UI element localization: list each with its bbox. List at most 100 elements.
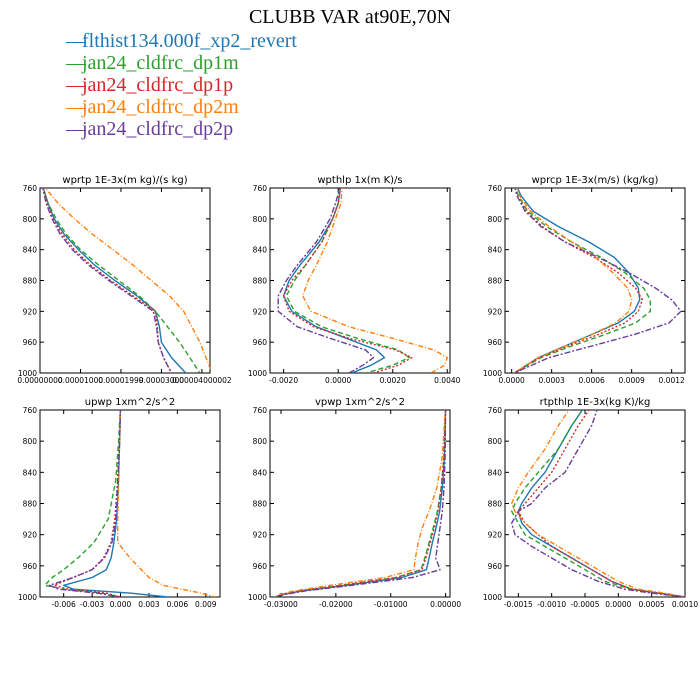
series-line-3 (517, 410, 685, 597)
x-tick-label: -0.0005 (571, 600, 600, 609)
chart-panel-6: rtpthlp 1E-3x(kg K)/kg 760 800 840 880 920 960… (483, 397, 698, 609)
series-line-3 (513, 188, 643, 373)
chart-title: rtpthlp 1E-3x(kg K)/kg (540, 397, 651, 408)
x-tick-label: 0.0005 (639, 600, 665, 609)
x-tick-label: 0.0000 (499, 376, 525, 385)
y-tick-label: 1000 (18, 369, 37, 378)
y-tick-label: 840 (23, 468, 38, 477)
y-tick-label: 760 (253, 406, 268, 415)
y-tick-label: 960 (488, 338, 503, 347)
chart-title: upwp 1xm^2/s^2 (85, 397, 175, 408)
y-tick-label: 840 (23, 246, 38, 255)
series-line-2 (513, 188, 651, 373)
x-tick-label: -0.0015 (504, 600, 533, 609)
x-tick-label: 0.006 (167, 600, 189, 609)
series-line-4 (44, 188, 210, 370)
series-line-4 (116, 410, 216, 597)
x-tick-label: 0.00000000 (17, 376, 63, 385)
y-tick-label: 1000 (248, 593, 267, 602)
x-tick-label: 0.0020 (380, 376, 406, 385)
y-tick-label: 800 (253, 437, 268, 446)
series-line-1 (517, 410, 685, 597)
y-tick-label: 800 (23, 215, 38, 224)
legend-item-1: —flthist134.000f_xp2_revert (66, 30, 297, 52)
series-line-1 (275, 410, 447, 597)
series-line-3 (275, 410, 447, 597)
x-tick-label: -0.01000 (374, 600, 408, 609)
chart-panel-3: wprcp 1E-3x(m/s) (kg/kg) 760 800 840 880 920 9… (483, 175, 686, 385)
y-tick-label: 920 (488, 531, 503, 540)
legend-label-5: jan24_cldfrc_dp2p (82, 118, 234, 140)
series-line-3 (42, 188, 173, 373)
series-group (275, 410, 447, 597)
series-line-4 (513, 188, 633, 373)
y-tick-label: 1000 (248, 369, 267, 378)
chart-panel-1: wprtp 1E-3x(m kg)/(s kg) 760 800 840 880 920 9… (17, 175, 232, 385)
series-group (511, 410, 685, 597)
legend-dash-4: — (66, 96, 86, 118)
y-tick-label: 920 (488, 307, 503, 316)
chart-title: wprtp 1E-3x(m kg)/(s kg) (62, 175, 187, 186)
plot-frame (39, 409, 221, 598)
x-tick-label: -0.003 (80, 600, 104, 609)
series-line-5 (42, 188, 173, 373)
y-tick-label: 960 (23, 562, 38, 571)
series-line-2 (44, 410, 121, 597)
y-tick-label: 840 (488, 246, 503, 255)
y-tick-label: 880 (253, 277, 268, 286)
legend-label-2: jan24_cldfrc_dp1m (82, 52, 239, 74)
y-tick-label: 800 (488, 437, 503, 446)
y-tick-label: 880 (488, 277, 503, 286)
legend-item-2: —jan24_cldfrc_dp1m (66, 52, 297, 74)
series-line-4 (511, 410, 685, 597)
y-tick-label: 840 (253, 468, 268, 477)
y-tick-label: 800 (23, 437, 38, 446)
x-tick-label: -0.02000 (319, 600, 353, 609)
series-line-2 (42, 188, 201, 373)
series-line-1 (63, 410, 168, 597)
y-tick-label: 1000 (483, 369, 502, 378)
y-tick-label: 960 (488, 562, 503, 571)
x-tick-label: 0.00004000002 (172, 376, 232, 385)
series-line-2 (285, 188, 410, 373)
y-tick-label: 760 (253, 184, 268, 193)
legend-label-1: flthist134.000f_xp2_revert (82, 30, 297, 52)
x-tick-label: 0.0000 (325, 376, 351, 385)
x-tick-label: -0.0010 (537, 600, 566, 609)
series-line-5 (48, 410, 122, 597)
y-tick-label: 920 (23, 307, 38, 316)
y-tick-label: 920 (253, 531, 268, 540)
y-tick-label: 840 (488, 468, 503, 477)
x-tick-label: -0.03000 (264, 600, 298, 609)
x-tick-label: 0.00001000 (58, 376, 104, 385)
y-tick-label: 880 (488, 500, 503, 509)
series-group (42, 188, 210, 373)
x-tick-label: 0.0003 (539, 376, 565, 385)
series-line-3 (282, 188, 413, 373)
x-tick-label: 0.00001999 (98, 376, 144, 385)
y-tick-label: 760 (488, 406, 503, 415)
series-group (44, 410, 216, 597)
legend-item-5: —jan24_cldfrc_dp2p (66, 118, 297, 140)
series-line-4 (275, 410, 447, 597)
y-tick-label: 880 (23, 500, 38, 509)
legend-item-3: —jan24_cldfrc_dp1p (66, 74, 297, 96)
series-line-5 (511, 410, 685, 597)
x-tick-label: 0.000 (110, 600, 132, 609)
legend-dash-5: — (66, 118, 86, 140)
y-tick-label: 920 (253, 307, 268, 316)
x-tick-label: 0.0009 (619, 376, 645, 385)
y-tick-label: 880 (253, 500, 268, 509)
x-tick-label: -0.006 (52, 600, 76, 609)
series-line-3 (53, 410, 122, 597)
chart-title: wpthlp 1x(m K)/s (317, 175, 402, 186)
plot-frame (39, 187, 211, 374)
series-line-1 (42, 188, 187, 373)
y-tick-label: 880 (23, 277, 38, 286)
x-tick-label: 0.0006 (579, 376, 605, 385)
y-tick-label: 960 (23, 338, 38, 347)
y-tick-label: 960 (253, 338, 268, 347)
legend-dash-2: — (66, 52, 86, 74)
legend-dash-3: — (66, 74, 86, 96)
